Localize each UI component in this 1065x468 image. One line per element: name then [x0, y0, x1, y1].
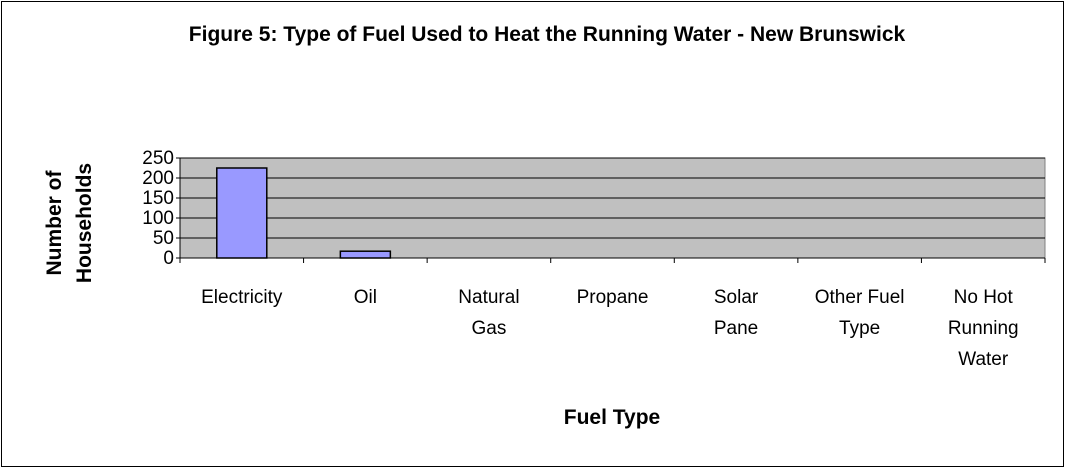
- x-tick-label: Natural Gas: [458, 287, 520, 339]
- y-tick-label: 250: [142, 148, 174, 169]
- x-tick-label: Propane: [576, 287, 649, 308]
- y-tick-label: 0: [163, 248, 174, 269]
- plot-area: [179, 157, 1046, 259]
- x-tick-label: No Hot Running Water: [947, 287, 1019, 370]
- y-tick-label: 150: [142, 188, 174, 209]
- y-tick-label: 200: [142, 168, 174, 189]
- y-tick-label: 50: [153, 228, 174, 249]
- bar: [339, 250, 392, 259]
- x-tick-label: Other Fuel Type: [814, 287, 905, 339]
- bar: [216, 167, 268, 259]
- x-axis-title: Fuel Type: [563, 406, 661, 429]
- x-tick-label: Electricity: [201, 287, 283, 308]
- chart-title: Figure 5: Type of Fuel Used to Heat the …: [188, 23, 906, 46]
- x-tick-label: Solar Pane: [713, 287, 759, 339]
- x-tick-label: Oil: [353, 287, 377, 308]
- y-tick-label: 100: [142, 208, 174, 229]
